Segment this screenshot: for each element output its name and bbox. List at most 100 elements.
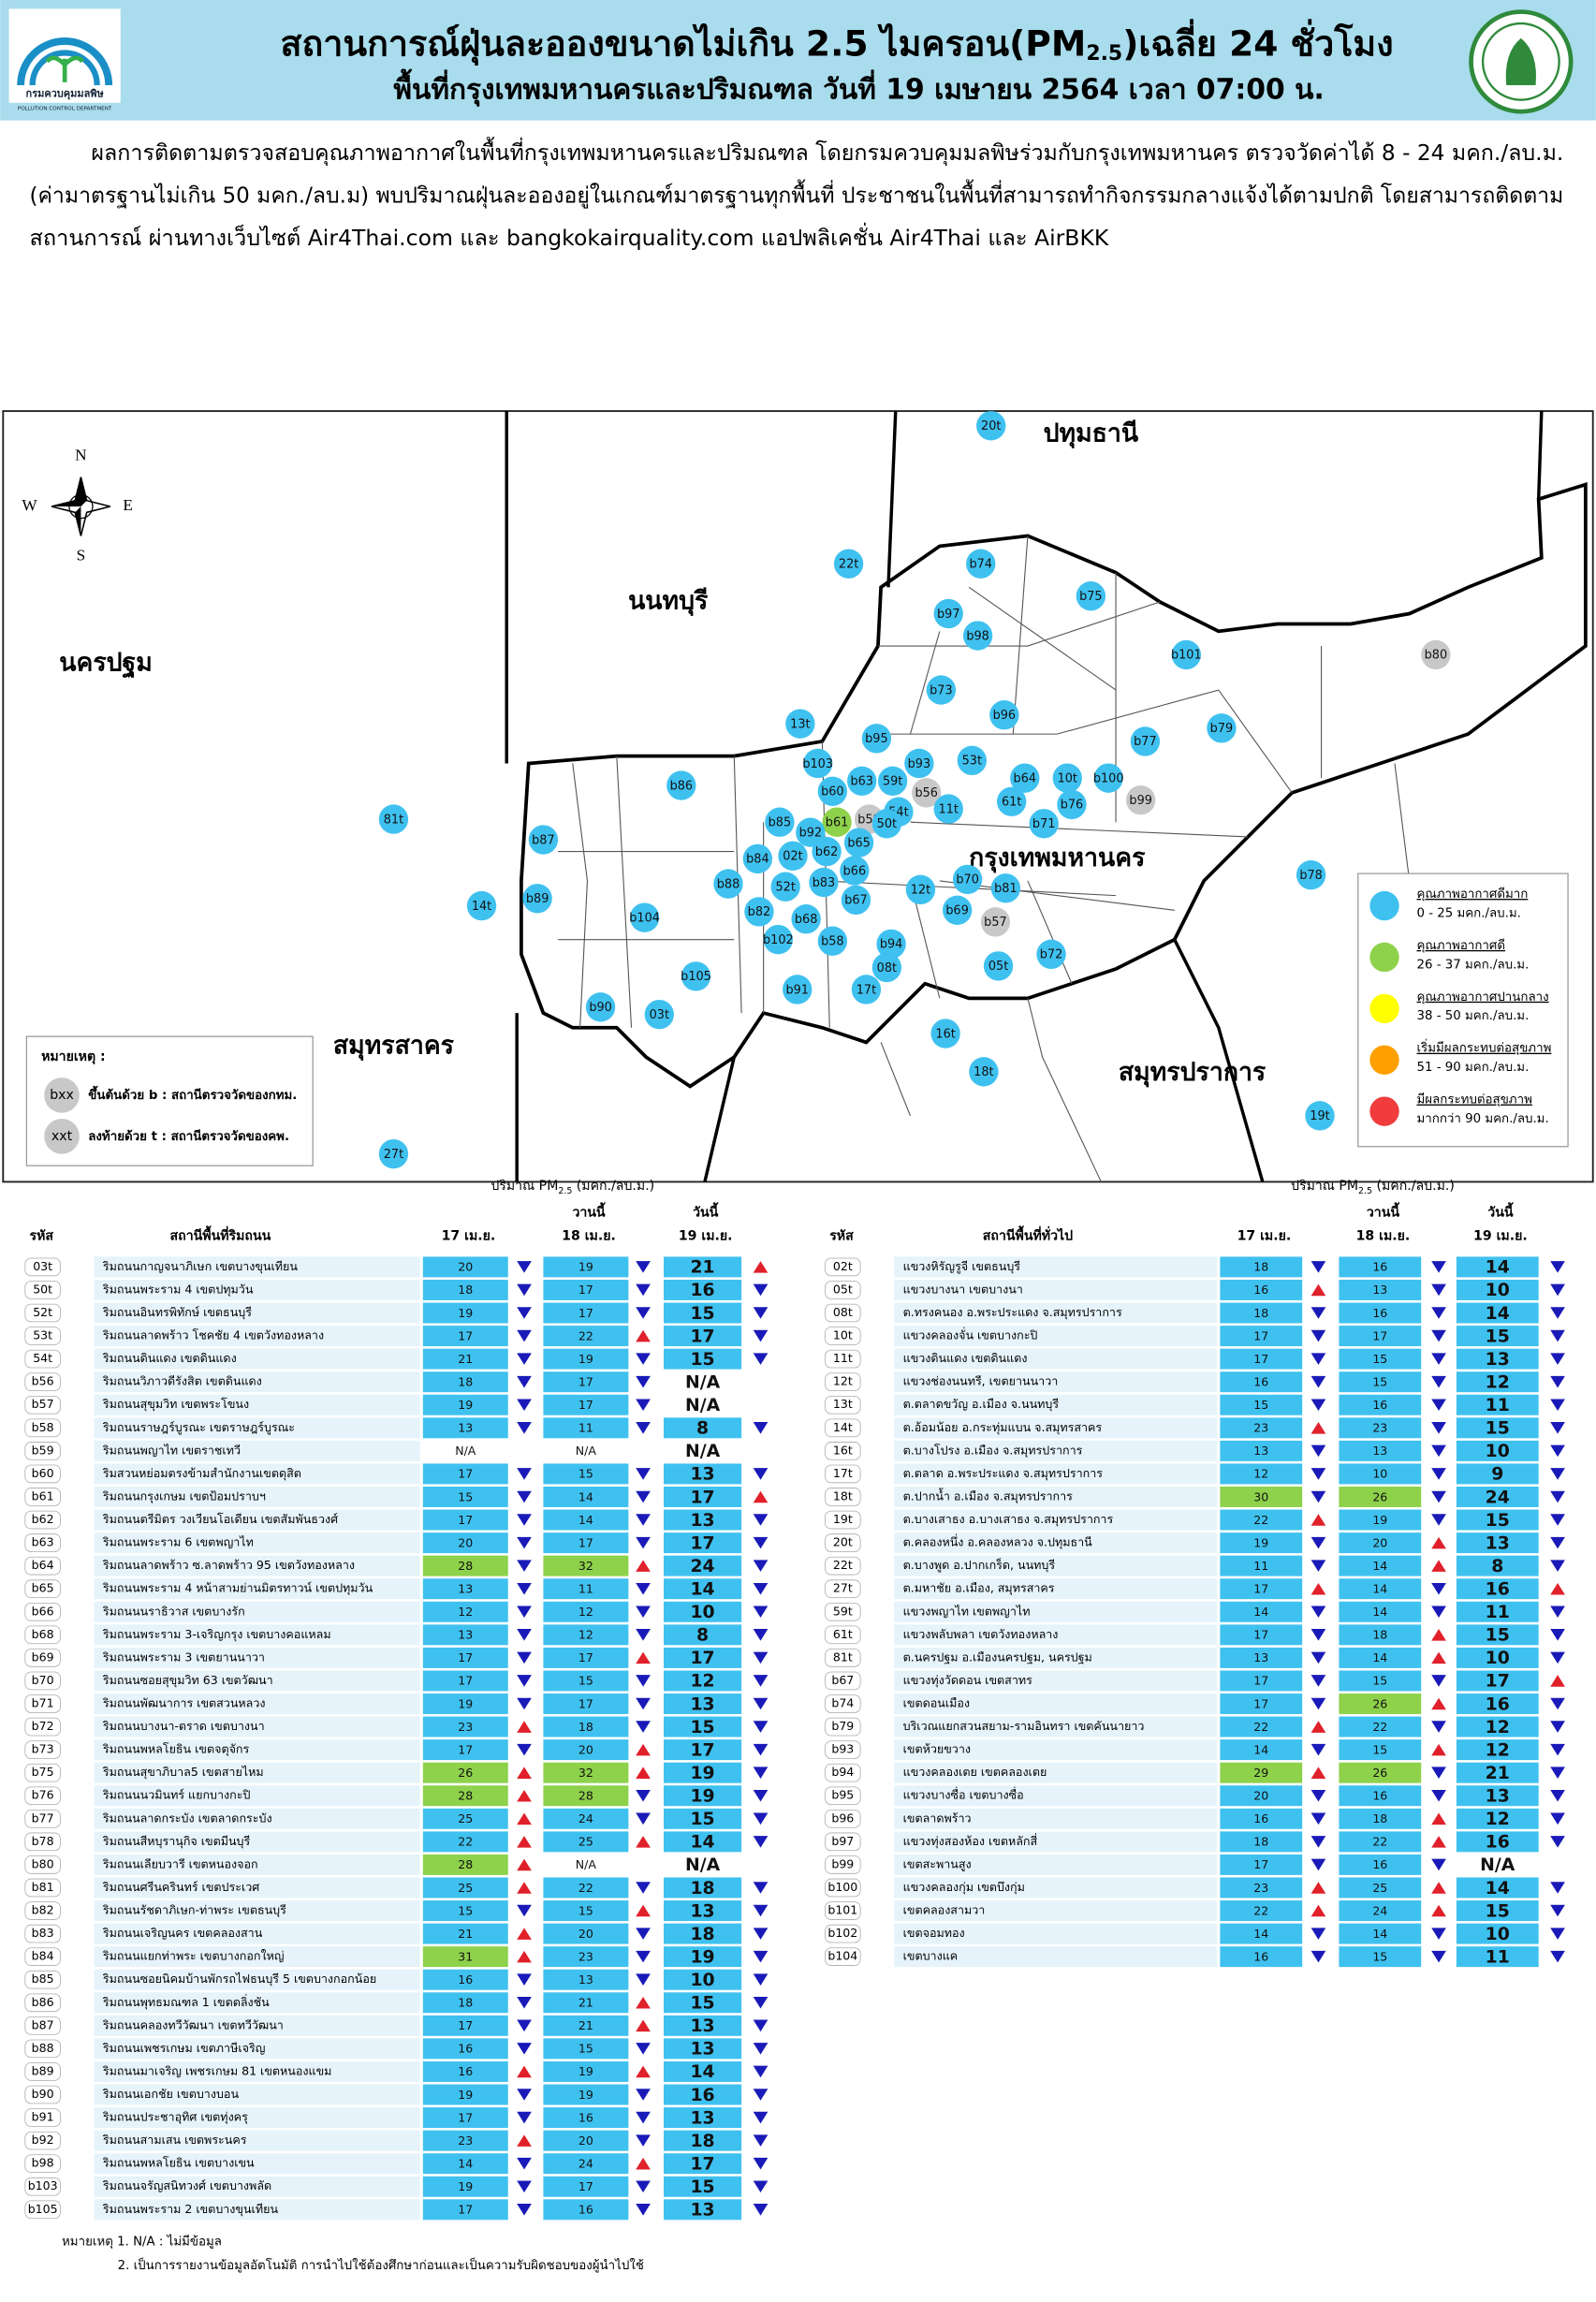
value-cell (664, 2015, 742, 2036)
row-band (94, 1923, 420, 1944)
value: 28 (458, 1857, 473, 1871)
value: 15 (458, 1489, 473, 1503)
station-label: b95 (865, 732, 888, 746)
value: 20 (1372, 1535, 1387, 1549)
value-cell (1339, 1739, 1422, 1761)
value: 22 (578, 1881, 593, 1895)
legend-range: 38 - 50 มคก./ลบ.ม. (1417, 1009, 1530, 1023)
unit-header: ปริมาณ PM2.5 (มคก./ลบ.ม.) (1291, 1179, 1455, 1195)
today-value: 13 (1486, 1533, 1510, 1553)
value-cell (664, 1877, 742, 1899)
station-code: b93 (831, 1742, 854, 1756)
value: 20 (458, 1535, 473, 1549)
value: 17 (578, 1374, 593, 1388)
today-value: 24 (1486, 1488, 1510, 1507)
station-label: b68 (795, 913, 818, 927)
station-name: ต.บางพูด อ.ปากเกร็ด, นนทบุรี (903, 1558, 1056, 1573)
row-band (894, 1716, 1218, 1737)
value: 19 (578, 1260, 593, 1274)
value: 17 (578, 1696, 593, 1710)
value: 17 (1253, 1857, 1268, 1871)
code-box (24, 2062, 61, 2081)
legend-swatch (1369, 993, 1399, 1024)
station-label: b98 (966, 629, 989, 643)
station-marker (817, 776, 848, 806)
value-cell (1220, 1946, 1303, 1968)
value-cell (664, 2199, 742, 2221)
value-cell (1339, 1486, 1422, 1507)
row-band (894, 1371, 1218, 1393)
trend-arrow (517, 1767, 532, 1779)
value-cell (422, 1762, 508, 1783)
row-band (894, 1394, 1218, 1415)
value-cell (543, 1992, 629, 2014)
today-value: 17 (690, 1649, 714, 1668)
code-box (825, 1878, 861, 1898)
trend-arrow (1431, 1629, 1446, 1641)
station-label: 59t (883, 775, 902, 789)
today-value: 12 (1486, 1740, 1510, 1760)
value: 19 (458, 2179, 473, 2193)
value-cell (1456, 1716, 1539, 1737)
value-cell (664, 1854, 742, 1875)
summary-line: สถานการณ์ ผ่านทางเว็บไซต์ Air4Thai.com แ… (30, 222, 1109, 251)
value-cell (1220, 1716, 1303, 1737)
value: 19 (458, 1306, 473, 1320)
value-cell (664, 1348, 742, 1370)
trend-arrow (753, 1904, 769, 1917)
trend-arrow (753, 2157, 769, 2170)
value-cell (664, 1509, 742, 1531)
value-cell (543, 2038, 629, 2060)
value-cell (1220, 1923, 1303, 1944)
trend-arrow (1431, 1582, 1446, 1595)
trend-arrow (1550, 1651, 1565, 1664)
value-cell (664, 1808, 742, 1829)
trend-arrow (1550, 1743, 1565, 1756)
value-cell (664, 2060, 742, 2082)
row-band (894, 1647, 1218, 1668)
value-cell (422, 1900, 508, 1922)
trend-arrow (1431, 1329, 1446, 1342)
value: 17 (458, 1467, 473, 1481)
value-cell (543, 2199, 629, 2221)
today-value: 10 (1486, 1925, 1510, 1944)
footnote: 2. เป็นการรายงานข้อมูลอัตโนมัติ การนำไปใ… (118, 2256, 644, 2273)
value-cell (664, 1739, 742, 1761)
station-name: แขวงทุ่งสองห้อง เขตหลักสี่ (903, 1833, 1038, 1849)
station-name: ต.มหาชัย อ.เมือง, สมุทรสาคร (903, 1581, 1055, 1596)
station-marker (989, 700, 1019, 730)
value-cell (1456, 1279, 1539, 1300)
value: 14 (1372, 1927, 1387, 1941)
station-name: แขวงบางซื่อ เขตบางซื่อ (903, 1787, 1024, 1802)
value: 18 (1372, 1811, 1387, 1825)
station-name: ริมถนนพระราม 3-เจริญกรุง เขตบางคอแหลม (103, 1627, 331, 1642)
value-cell (1456, 1302, 1539, 1324)
trend-arrow (1431, 1444, 1446, 1458)
value: 17 (1372, 1328, 1387, 1342)
today-value: 12 (1486, 1718, 1510, 1737)
code-box (24, 1418, 61, 1438)
code-box (825, 1395, 861, 1415)
trend-arrow (636, 1468, 651, 1480)
value-cell (1339, 1946, 1422, 1968)
station-name: แขวงหิรัญรูจี เขตธนบุรี (903, 1259, 1021, 1274)
station-marker (1421, 639, 1451, 670)
today-value: 24 (690, 1557, 714, 1576)
value: N/A (576, 1857, 597, 1871)
value-cell (422, 1785, 508, 1807)
value-cell (1456, 1854, 1539, 1875)
column-header: 19 เม.ย. (679, 1228, 733, 1243)
value-cell (1456, 1923, 1539, 1944)
trend-arrow (1550, 1399, 1565, 1412)
station-label: b87 (532, 833, 555, 847)
column-header: 17 เม.ย. (1237, 1228, 1292, 1243)
value-cell (543, 1716, 629, 1737)
subtitle: พื้นที่กรุงเทพมหานครและปริมณฑล วันที่ 19… (393, 68, 1324, 107)
value-cell (1339, 1279, 1422, 1300)
value: 15 (578, 2042, 593, 2056)
value: 23 (578, 1949, 593, 1963)
trend-arrow (1310, 1261, 1326, 1273)
today-value: 21 (1486, 1764, 1510, 1783)
station-name: ริมถนนพัฒนาการ เขตสวนหลวง (103, 1696, 266, 1710)
trend-arrow (753, 1514, 769, 1526)
